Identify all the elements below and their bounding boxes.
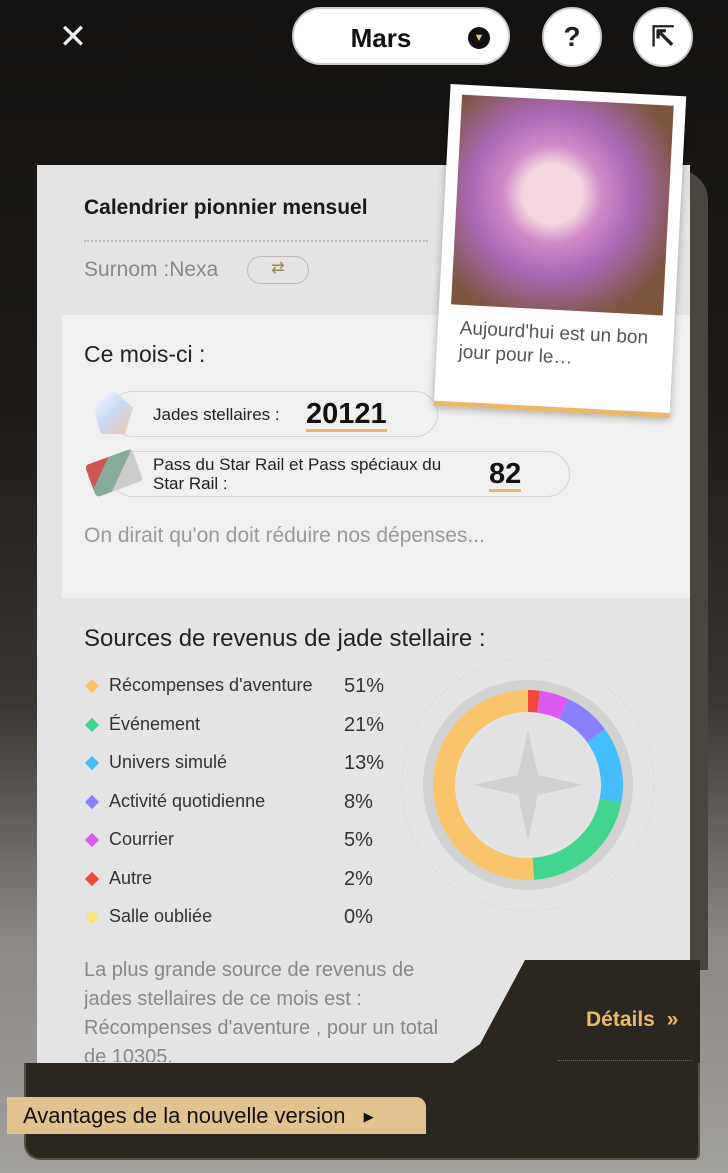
month-label: Mars xyxy=(350,23,412,53)
help-button[interactable]: ? xyxy=(542,7,602,67)
month-selector[interactable]: Mars ▼ xyxy=(292,7,510,65)
donut-chart xyxy=(401,660,655,912)
new-version-button[interactable]: Avantages de la nouvelle version ▶ xyxy=(7,1097,426,1134)
diamond-icon xyxy=(84,909,100,925)
summary-text: La plus grande source de revenus de jade… xyxy=(84,959,439,1062)
diamond-icon xyxy=(84,755,100,771)
close-icon[interactable]: ✕ xyxy=(58,18,88,56)
sources-title: Sources de revenus de jade stellaire : xyxy=(84,625,486,652)
swap-button[interactable]: ⇄ xyxy=(247,256,309,284)
legend-percent: 21% xyxy=(344,713,385,736)
legend-label: Courrier xyxy=(109,829,175,849)
new-version-label: Avantages de la nouvelle version xyxy=(23,1103,346,1128)
donut-slice xyxy=(558,699,605,743)
legend-percent: 2% xyxy=(344,867,373,890)
legend-item: Salle oubliée 0% xyxy=(84,906,397,928)
legend-percent: 8% xyxy=(344,790,373,813)
character-photo: Aujourd'hui est un bon jour pour le… xyxy=(433,84,687,418)
donut-slice xyxy=(536,690,569,720)
chevron-down-icon: ▼ xyxy=(468,27,490,49)
play-arrow-icon: ▶ xyxy=(363,1109,374,1125)
donut-slice xyxy=(532,798,622,880)
diamond-icon xyxy=(84,832,100,848)
legend-item: Courrier 5% xyxy=(84,829,397,851)
diamond-icon xyxy=(84,717,100,732)
pass-value: 82 xyxy=(489,458,522,492)
this-month-title: Ce mois-ci : xyxy=(84,341,206,367)
pass-label: Pass du Star Rail et Pass spéciaux du St… xyxy=(153,455,442,493)
pass-pill: Pass du Star Rail et Pass spéciaux du St… xyxy=(84,448,570,498)
legend-label: Autre xyxy=(109,867,153,888)
compass-icon xyxy=(473,730,583,840)
legend-item: Récompenses d'aventure 51% xyxy=(84,675,397,697)
legend-item: Événement 21% xyxy=(84,713,397,736)
donut-slice xyxy=(586,729,623,803)
spending-comment: On dirait qu'on doit réduire nos dépense… xyxy=(84,524,485,547)
legend-item: Activité quotidienne 8% xyxy=(84,790,397,813)
legend-percent: 13% xyxy=(344,752,385,774)
donut-slice xyxy=(527,690,540,713)
legend-label: Univers simulé xyxy=(109,752,228,772)
jade-label: Jades stellaires : xyxy=(153,405,280,424)
details-link[interactable]: Détails » xyxy=(586,1008,678,1032)
legend-percent: 5% xyxy=(344,829,373,851)
divider xyxy=(558,1060,692,1061)
legend-label: Événement xyxy=(109,713,201,734)
donut-slice xyxy=(433,690,534,880)
share-icon[interactable]: ⇱ xyxy=(633,7,693,67)
legend-label: Récompenses d'aventure xyxy=(109,675,313,695)
legend-percent: 0% xyxy=(344,906,373,928)
photo-caption: Aujourd'hui est un bon jour pour le… xyxy=(458,317,649,369)
divider xyxy=(84,240,428,242)
jade-value: 20121 xyxy=(306,398,387,432)
diamond-icon xyxy=(84,871,100,886)
legend-percent: 51% xyxy=(344,675,385,697)
jade-pill: Jades stellaires : 20121 xyxy=(93,390,438,437)
legend-item: Univers simulé 13% xyxy=(84,752,397,774)
legend-item: Autre 2% xyxy=(84,867,397,890)
legend-label: Activité quotidienne xyxy=(109,790,266,811)
diamond-icon xyxy=(84,794,100,809)
bezel-ring xyxy=(423,680,633,890)
character-image xyxy=(451,94,674,316)
card-title: Calendrier pionnier mensuel xyxy=(84,196,368,219)
legend-label: Salle oubliée xyxy=(109,906,213,926)
diamond-icon xyxy=(84,678,100,694)
double-chevron-icon: » xyxy=(666,1008,679,1031)
details-label: Détails xyxy=(586,1008,655,1031)
outer-ring xyxy=(401,660,655,912)
nickname: Surnom :Nexa xyxy=(84,258,219,281)
